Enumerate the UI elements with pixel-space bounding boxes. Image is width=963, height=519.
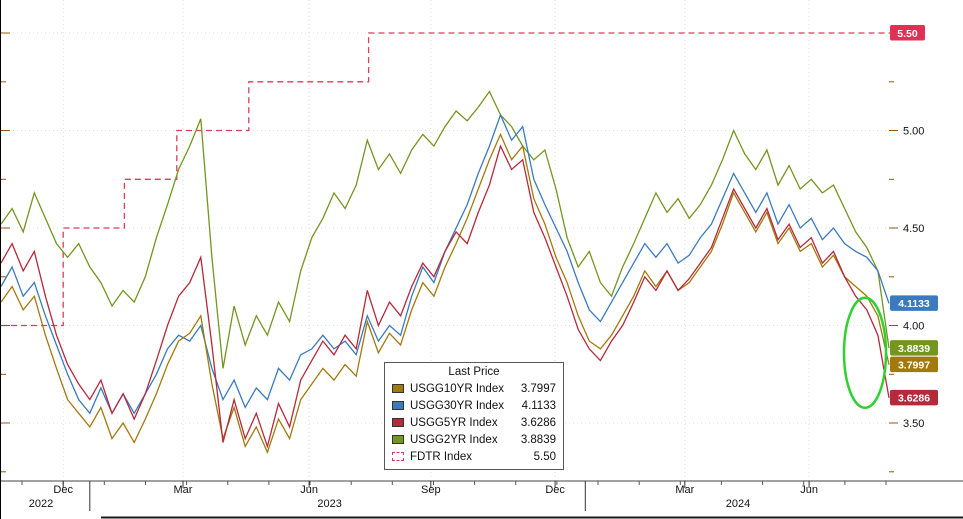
legend-item: USGG2YR Index 3.8839 — [392, 431, 556, 448]
legend-series-value: 3.8839 — [520, 433, 556, 446]
legend-series-name: USGG30YR Index — [410, 399, 504, 412]
x-tick-label: Sep — [421, 484, 441, 496]
legend-item: USGG30YR Index 4.1133 — [392, 397, 556, 414]
price-badge-label: 3.7997 — [898, 359, 930, 371]
legend-item: FDTR Index 5.50 — [392, 448, 556, 465]
price-badge — [890, 340, 938, 356]
legend-swatch-icon — [392, 418, 404, 427]
legend-title: Last Price — [448, 366, 500, 378]
legend-series-name: USGG10YR Index — [410, 382, 504, 395]
series-USGG2YR — [1, 90, 890, 369]
price-badge — [890, 295, 938, 311]
x-tick-label: Mar — [675, 484, 694, 496]
series-FDTR — [1, 32, 889, 327]
x-year-label: 2023 — [317, 498, 341, 510]
legend-series-name: FDTR Index — [410, 450, 472, 463]
y-axis-label: 4.00 — [903, 321, 924, 333]
x-year-label: 2024 — [726, 498, 750, 510]
price-badge-label: 5.50 — [897, 28, 918, 40]
price-badge — [890, 356, 938, 373]
y-axis-label: 3.50 — [903, 418, 924, 430]
x-tick-label: Dec — [545, 484, 565, 496]
legend-series-name: USGG2YR Index — [410, 433, 498, 446]
legend-swatch-icon — [392, 452, 404, 461]
legend-swatch-icon — [392, 384, 404, 393]
y-axis-label: 4.50 — [903, 223, 924, 235]
x-tick-label: Mar — [174, 484, 193, 496]
legend-swatch-icon — [392, 435, 404, 444]
legend-series-value: 3.6286 — [520, 416, 556, 429]
price-badge-label: 3.6286 — [898, 393, 930, 405]
legend-item: USGG5YR Index 3.6286 — [392, 414, 556, 431]
series-USGG5YR — [1, 144, 890, 449]
x-year-label: 2022 — [29, 498, 53, 510]
legend[interactable]: Last Price USGG10YR Index 3.7997 USGG30YR … — [384, 362, 564, 470]
price-badge-label: 3.8839 — [898, 343, 930, 355]
highlight-ellipse — [842, 296, 888, 410]
legend-rows: USGG10YR Index 3.7997 USGG30YR Index 4.1133… — [392, 380, 556, 465]
price-badge — [890, 389, 938, 406]
legend-item: USGG10YR Index 3.7997 — [392, 380, 556, 397]
series-USGG10YR — [1, 132, 890, 455]
legend-series-value: 3.7997 — [520, 382, 556, 395]
price-badge — [890, 25, 925, 41]
x-tick-label: Dec — [53, 484, 73, 496]
legend-series-value: 4.1133 — [521, 399, 556, 412]
price-badge-label: 4.1133 — [898, 298, 930, 310]
x-tick-label: Jun — [300, 484, 318, 496]
legend-series-value: 5.50 — [533, 450, 556, 463]
legend-series-name: USGG5YR Index — [410, 416, 498, 429]
legend-swatch-icon — [392, 401, 404, 410]
x-tick-label: Jun — [800, 484, 818, 496]
y-axis-label: 5.00 — [903, 126, 924, 138]
